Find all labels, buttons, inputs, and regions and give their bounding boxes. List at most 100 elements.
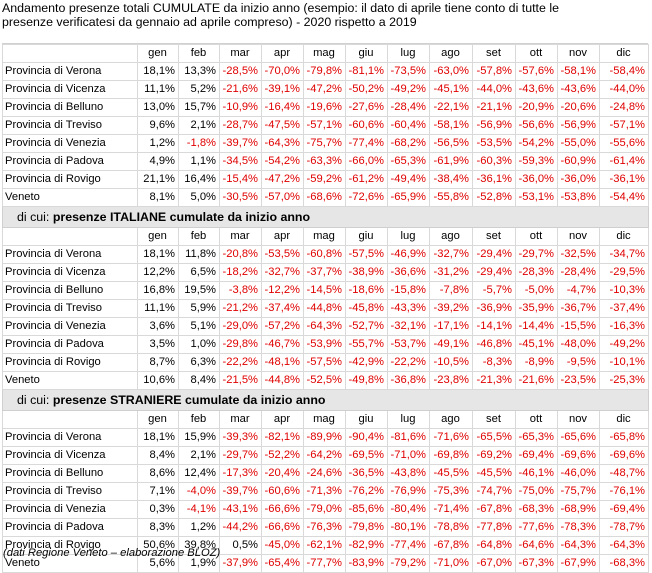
value-cell-giu: -36,5% (345, 464, 388, 483)
month-header-mag: mag (303, 44, 346, 63)
value-cell-nov: -56,9% (557, 116, 600, 135)
value-cell-gen: 18,1% (137, 245, 179, 264)
value-cell-apr: -66,6% (261, 500, 304, 519)
month-header-gen: gen (137, 44, 179, 63)
month-header-row: gen feb mar apr mag giu lug ago set ott nov dic (2, 410, 649, 429)
value-cell-ago: -56,5% (429, 134, 473, 153)
value-cell-ago: -78,8% (429, 518, 473, 537)
value-cell-ago: -23,8% (429, 371, 473, 390)
value-cell-lug: -77,4% (387, 536, 430, 555)
value-cell-gen: 0,3% (137, 500, 179, 519)
value-cell-ago: -49,1% (429, 335, 473, 354)
value-cell-ott: -35,9% (515, 299, 558, 318)
value-cell-lug: -65,3% (387, 152, 430, 171)
value-cell-feb: 2,1% (178, 446, 220, 465)
value-cell-feb: 2,1% (178, 116, 220, 135)
value-cell-nov: -65,6% (557, 428, 600, 447)
value-cell-gen: 18,1% (137, 428, 179, 447)
value-cell-ago: -17,1% (429, 317, 473, 336)
table-row: Provincia di Rovigo 21,1% 16,4% -15,4% -47,2… (2, 170, 649, 189)
month-header-ago: ago (429, 44, 473, 63)
value-cell-apr: -70,0% (261, 62, 304, 81)
value-cell-giu: -50,2% (345, 80, 388, 99)
value-cell-mag: -79,8% (303, 62, 346, 81)
month-header-ott: ott (515, 227, 558, 246)
row-label: Provincia di Rovigo (2, 353, 138, 372)
value-cell-giu: -85,6% (345, 500, 388, 519)
section-title-prefix: di cui: (17, 393, 53, 407)
value-cell-mar: -20,8% (219, 245, 262, 264)
table-row: Provincia di Verona 18,1% 11,8% -20,8% -53,5… (2, 245, 649, 264)
row-label: Provincia di Treviso (2, 116, 138, 135)
value-cell-nov: -46,0% (557, 464, 600, 483)
table-row: Provincia di Belluno 8,6% 12,4% -17,3% -20,4… (2, 464, 649, 483)
month-header-lug: lug (387, 227, 430, 246)
value-cell-ago: -38,4% (429, 170, 473, 189)
row-label: Provincia di Treviso (2, 299, 138, 318)
value-cell-set: -21,3% (472, 371, 516, 390)
value-cell-mag: -76,3% (303, 518, 346, 537)
value-cell-dic: -24,8% (599, 98, 649, 117)
value-cell-dic: -64,3% (599, 536, 649, 555)
table-row: Provincia di Rovigo 50,6% 39,8% 0,5% -45,0% -… (2, 536, 649, 555)
month-header-dic: dic (599, 227, 649, 246)
row-label: Veneto (2, 188, 138, 207)
value-cell-gen: 10,6% (137, 371, 179, 390)
value-cell-dic: -29,5% (599, 263, 649, 282)
value-cell-lug: -80,4% (387, 500, 430, 519)
value-cell-dic: -54,4% (599, 188, 649, 207)
value-cell-giu: -79,8% (345, 518, 388, 537)
value-cell-giu: -61,2% (345, 170, 388, 189)
value-cell-feb: -4,1% (178, 500, 220, 519)
value-cell-apr: -12,2% (261, 281, 304, 300)
value-cell-dic: -25,3% (599, 371, 649, 390)
section-title: di cui: presenze ITALIANE cumulate da in… (2, 206, 649, 228)
value-cell-nov: -36,0% (557, 170, 600, 189)
value-cell-nov: -69,6% (557, 446, 600, 465)
month-header-apr: apr (261, 410, 304, 429)
value-cell-set: -56,9% (472, 116, 516, 135)
value-cell-giu: -38,9% (345, 263, 388, 282)
value-cell-giu: -82,9% (345, 536, 388, 555)
value-cell-mar: -10,9% (219, 98, 262, 117)
value-cell-lug: -53,7% (387, 335, 430, 354)
value-cell-mag: -71,3% (303, 482, 346, 501)
value-cell-ago: -71,4% (429, 500, 473, 519)
value-cell-nov: -48,0% (557, 335, 600, 354)
value-cell-nov: -53,8% (557, 188, 600, 207)
value-cell-mag: -64,2% (303, 446, 346, 465)
row-label: Provincia di Padova (2, 152, 138, 171)
row-label: Provincia di Verona (2, 428, 138, 447)
section-title-bold: presenze STRANIERE cumulate da inizio an… (52, 393, 326, 407)
table-body: gen feb mar apr mag giu lug ago set ott nov dic Prov… (2, 44, 649, 573)
value-cell-ago: -63,0% (429, 62, 473, 81)
value-cell-mag: -19,6% (303, 98, 346, 117)
month-header-set: set (472, 44, 516, 63)
value-cell-giu: -81,1% (345, 62, 388, 81)
value-cell-ott: -36,0% (515, 170, 558, 189)
month-header-lug: lug (387, 44, 430, 63)
value-cell-gen: 21,1% (137, 170, 179, 189)
value-cell-gen: 8,4% (137, 446, 179, 465)
source-note: (dati Regione Veneto – elaborazione BLOZ… (3, 547, 221, 559)
value-cell-set: -8,3% (472, 353, 516, 372)
value-cell-mag: -59,2% (303, 170, 346, 189)
value-cell-dic: -57,1% (599, 116, 649, 135)
value-cell-lug: -73,5% (387, 62, 430, 81)
value-cell-ago: -58,1% (429, 116, 473, 135)
value-cell-feb: -1,8% (178, 134, 220, 153)
value-cell-apr: -39,1% (261, 80, 304, 99)
value-cell-ott: -56,6% (515, 116, 558, 135)
table-row: Provincia di Padova 4,9% 1,1% -34,5% -54,2% -… (2, 152, 649, 171)
value-cell-feb: 1,1% (178, 152, 220, 171)
value-cell-ago: -7,8% (429, 281, 473, 300)
value-cell-apr: -54,2% (261, 152, 304, 171)
table-row: Provincia di Treviso 9,6% 2,1% -28,7% -47,5%… (2, 116, 649, 135)
value-cell-dic: -16,3% (599, 317, 649, 336)
value-cell-dic: -37,4% (599, 299, 649, 318)
month-header-feb: feb (178, 410, 220, 429)
value-cell-mag: -68,6% (303, 188, 346, 207)
value-cell-apr: -47,2% (261, 170, 304, 189)
value-cell-feb: 6,5% (178, 263, 220, 282)
